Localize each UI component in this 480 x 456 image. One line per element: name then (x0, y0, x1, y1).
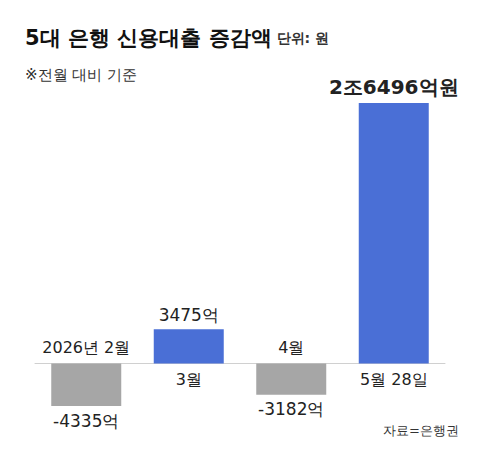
svg-text:-4335억: -4335억 (53, 411, 119, 431)
svg-text:2026년 2월: 2026년 2월 (42, 338, 130, 357)
svg-text:4월: 4월 (278, 338, 304, 357)
svg-text:2조6496억원: 2조6496억원 (329, 75, 459, 99)
svg-text:-3182억: -3182억 (258, 399, 324, 419)
svg-text:5월 28일: 5월 28일 (360, 370, 428, 389)
svg-text:3475억: 3475억 (159, 305, 219, 325)
svg-text:※전월 대비 기준: ※전월 대비 기준 (25, 66, 137, 84)
svg-text:3월: 3월 (176, 370, 202, 389)
svg-text:5대 은행 신용대출 증감액: 5대 은행 신용대출 증감액 (25, 26, 272, 50)
svg-text:단위: 원: 단위: 원 (277, 30, 329, 46)
svg-text:자료=은행권: 자료=은행권 (383, 423, 459, 438)
